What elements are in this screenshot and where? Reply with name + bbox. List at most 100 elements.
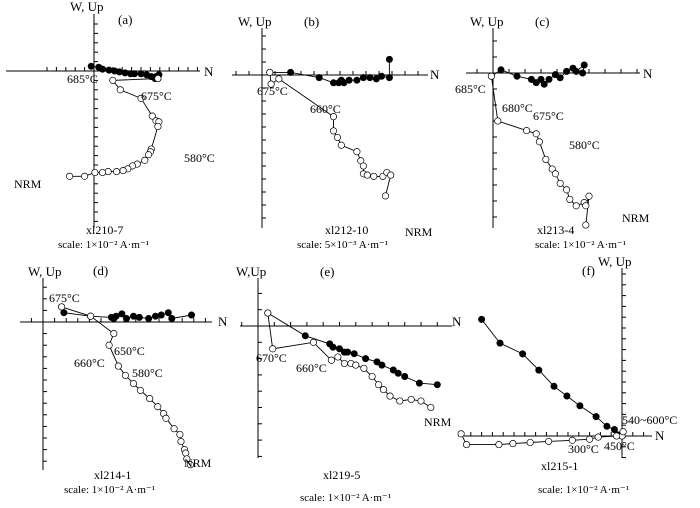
panel-d-vertical-point [114, 362, 122, 370]
panel-c-vertical-point [582, 221, 590, 229]
panel-d-vertical-point [136, 386, 144, 394]
panel-e-vertical-point [327, 356, 335, 364]
panel-f-horizontal-point [496, 339, 504, 347]
panel-c-vertical-point [566, 195, 574, 203]
panel-a-vertical-point [116, 86, 124, 94]
panel-a-vertical-point [154, 74, 162, 83]
panel-b-horizontal-point [359, 74, 367, 82]
panel-b-horizontal-point [345, 76, 353, 84]
panel-f-label: (f) [582, 263, 595, 278]
panel-c-horizontal-point [579, 69, 587, 77]
panel-d-horizontal-point [112, 312, 120, 320]
panel-d-vertical-point [177, 437, 185, 446]
panel-a-label: (a) [118, 12, 132, 27]
panel-b-vertical-point [353, 148, 361, 156]
panel-f-vertical-point [457, 430, 465, 438]
panel-d-vertical-point [121, 371, 129, 379]
panel-e-horizontal-point [350, 350, 358, 358]
panel-a-vertical-point [113, 168, 121, 176]
panel-e-solid-points [264, 309, 441, 389]
panel-a: W, Up N (a) 685°C 675°C 580°C NRM xl210-… [6, 0, 215, 251]
panel-d-horizontal-point [157, 311, 165, 319]
panel-d-scale-label: scale: 1×10⁻² A·m⁻¹ [64, 484, 155, 496]
panel-a-vertical-point [119, 167, 127, 175]
panel-a-nrm-label: NRM [14, 177, 42, 191]
panel-c-scale-label: scale: 1×10⁻² A·m⁻¹ [535, 239, 626, 251]
panel-f-ticks [459, 273, 645, 459]
panel-b-w-up-label: W, Up [238, 14, 271, 29]
panel-f-vertical-point [495, 441, 503, 449]
panel-c-horizontal-point [556, 74, 564, 82]
panel-b-vertical-point [275, 75, 283, 83]
panel-f-horizontal-point [603, 422, 611, 430]
panel-d-temp-label: 650°C [114, 344, 145, 358]
panel-a-horizontal-point [121, 69, 129, 77]
panel-e-horizontal-point [301, 332, 309, 340]
panel-d-open-points [58, 303, 194, 469]
panel-d-vertical-point [176, 430, 184, 439]
panel-a-horizontal-point [105, 66, 113, 74]
panel-a-vertical-point [109, 76, 117, 84]
panel-e-specimen-label: xl219-5 [323, 468, 360, 482]
panel-c-vertical-point [556, 179, 564, 187]
panel-e-temp-label: 660°C [296, 361, 327, 375]
panel-e-vertical-point [417, 397, 425, 405]
panel-a-scale-label: scale: 1×10⁻² A·m⁻¹ [58, 239, 149, 251]
panel-d-vertical-point [162, 414, 170, 422]
panel-c-solid-points [487, 61, 588, 88]
panel-b-ticks [235, 35, 419, 219]
panel-f-open-points [457, 428, 627, 449]
panel-b-vertical-point [329, 113, 338, 121]
panel-d-n-label: N [218, 314, 228, 329]
panel-f: W, Up N (f) 540~600°C 450°C 300°C xl215-… [457, 254, 677, 496]
panel-a-vertical-point [91, 168, 99, 177]
panel-f-horizontal-point [519, 350, 527, 358]
panel-d-vertical-point [129, 379, 138, 388]
panel-f-horizontal-point [478, 315, 486, 323]
panel-e-vertical-point [407, 395, 415, 403]
panel-c-horizontal-point [580, 61, 588, 69]
panel-b-vertical-point [333, 133, 341, 141]
panel-d-vertical-point [146, 395, 154, 403]
panel-b-horizontal-point [385, 55, 393, 63]
panel-f-vertical-point [586, 435, 594, 443]
panel-a-horizontal-point [99, 65, 107, 73]
panel-e-vertical-point [368, 372, 376, 381]
panel-f-vertical-point [568, 436, 576, 444]
panel-c-horizontal-point [532, 79, 540, 87]
panel-d-vertical-point [154, 403, 162, 411]
panel-f-horizontal-point [576, 402, 584, 410]
panel-d-horizontal-point [164, 309, 172, 317]
panel-e-horizontal-point [362, 355, 370, 363]
panel-f-temp-label: 540~600°C [622, 413, 677, 427]
panel-b-vertical-point [363, 171, 371, 179]
panel-c-horizontal-point [572, 67, 580, 75]
panel-b-specimen-label: xl212-10 [325, 223, 368, 237]
panel-a-n-label: N [204, 64, 214, 79]
panel-e-horizontal-point [394, 369, 402, 377]
panel-d-specimen-label: xl214-1 [94, 468, 131, 482]
panel-e-horizontal-point [344, 348, 352, 356]
panel-d-horizontal-point [135, 313, 143, 321]
panel-f-horizontal-point [610, 425, 618, 433]
panel-c-nrm-label: NRM [622, 211, 650, 225]
panel-c-vertical-point [548, 165, 556, 173]
panel-e: W,Up N (e) 670°C 660°C NRM xl219-5 scale… [236, 264, 462, 504]
panel-a-vertical-point [137, 94, 145, 102]
panel-e-vertical-point [386, 392, 394, 400]
panel-a-vertical-point [98, 168, 107, 177]
panel-c-open-points [487, 72, 593, 229]
panel-f-horizontal-point [563, 392, 571, 400]
panel-e-vertical-line [267, 312, 432, 408]
panel-b-horizontal-point [378, 72, 386, 80]
panel-a-temp-label: 685°C [67, 72, 98, 86]
panel-b-vertical-point [266, 68, 274, 76]
panel-c-vertical-point [523, 127, 531, 135]
panel-b-temp-label: 660°C [310, 102, 341, 116]
panel-e-nrm-label: NRM [424, 415, 452, 429]
panel-c-horizontal-point [527, 75, 535, 83]
panel-a-vertical-point [66, 172, 74, 180]
panel-b-horizontal-point [385, 74, 393, 82]
panel-e-label: (e) [320, 264, 334, 279]
panel-d-vertical-point [110, 330, 118, 338]
